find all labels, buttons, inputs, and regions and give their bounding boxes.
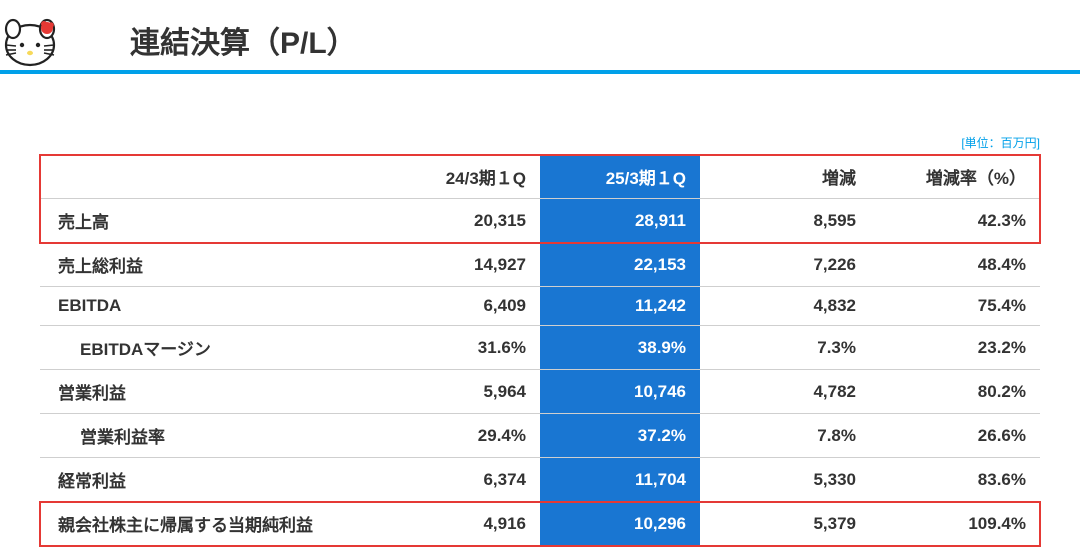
col-header-change: 増減 [700, 155, 870, 199]
mascot-icon [0, 13, 60, 68]
table-header-row: 24/3期１Q 25/3期１Q 増減 増減率（%） [40, 155, 1040, 199]
cell-d: 75.4% [870, 287, 1040, 326]
row-label: 親会社株主に帰属する当期純利益 [40, 502, 380, 546]
cell-a: 6,409 [380, 287, 540, 326]
cell-b: 11,704 [540, 458, 700, 502]
cell-c: 4,782 [700, 370, 870, 414]
cell-c: 4,832 [700, 287, 870, 326]
col-header-period-b: 25/3期１Q [540, 155, 700, 199]
table-row: 親会社株主に帰属する当期純利益4,91610,2965,379109.4% [40, 502, 1040, 546]
cell-c: 8,595 [700, 199, 870, 243]
table-row: 営業利益5,96410,7464,78280.2% [40, 370, 1040, 414]
cell-d: 80.2% [870, 370, 1040, 414]
cell-c: 7,226 [700, 243, 870, 287]
cell-b: 11,242 [540, 287, 700, 326]
cell-a: 31.6% [380, 326, 540, 370]
row-label: 営業利益率 [40, 414, 380, 458]
cell-b: 22,153 [540, 243, 700, 287]
row-label: EBITDAマージン [40, 326, 380, 370]
table-row: 売上高20,31528,9118,59542.3% [40, 199, 1040, 243]
cell-c: 5,330 [700, 458, 870, 502]
cell-d: 109.4% [870, 502, 1040, 546]
cell-b: 10,746 [540, 370, 700, 414]
cell-d: 42.3% [870, 199, 1040, 243]
cell-d: 48.4% [870, 243, 1040, 287]
pl-table: 24/3期１Q 25/3期１Q 増減 増減率（%） 売上高20,31528,91… [40, 155, 1040, 546]
row-label: 売上総利益 [40, 243, 380, 287]
cell-a: 14,927 [380, 243, 540, 287]
pl-table-wrap: 24/3期１Q 25/3期１Q 増減 増減率（%） 売上高20,31528,91… [40, 155, 1040, 546]
table-row: EBITDA6,40911,2424,83275.4% [40, 287, 1040, 326]
cell-b: 37.2% [540, 414, 700, 458]
cell-a: 4,916 [380, 502, 540, 546]
cell-b: 28,911 [540, 199, 700, 243]
cell-a: 6,374 [380, 458, 540, 502]
unit-label: [単位：百万円] [0, 134, 1040, 151]
row-label: 売上高 [40, 199, 380, 243]
cell-c: 7.8% [700, 414, 870, 458]
cell-a: 20,315 [380, 199, 540, 243]
cell-d: 23.2% [870, 326, 1040, 370]
table-row: 営業利益率29.4%37.2%7.8%26.6% [40, 414, 1040, 458]
cell-c: 7.3% [700, 326, 870, 370]
table-row: EBITDAマージン31.6%38.9%7.3%23.2% [40, 326, 1040, 370]
col-header-change-pct: 増減率（%） [870, 155, 1040, 199]
col-header-label [40, 155, 380, 199]
cell-a: 29.4% [380, 414, 540, 458]
col-header-period-a: 24/3期１Q [380, 155, 540, 199]
page-title: 連結決算（P/L） [130, 18, 357, 62]
cell-d: 26.6% [870, 414, 1040, 458]
title-underline [0, 70, 1080, 74]
row-label: EBITDA [40, 287, 380, 326]
cell-a: 5,964 [380, 370, 540, 414]
table-row: 売上総利益14,92722,1537,22648.4% [40, 243, 1040, 287]
cell-b: 10,296 [540, 502, 700, 546]
cell-d: 83.6% [870, 458, 1040, 502]
cell-c: 5,379 [700, 502, 870, 546]
table-row: 経常利益6,37411,7045,33083.6% [40, 458, 1040, 502]
row-label: 営業利益 [40, 370, 380, 414]
row-label: 経常利益 [40, 458, 380, 502]
slide-header: 連結決算（P/L） [0, 0, 1080, 70]
cell-b: 38.9% [540, 326, 700, 370]
